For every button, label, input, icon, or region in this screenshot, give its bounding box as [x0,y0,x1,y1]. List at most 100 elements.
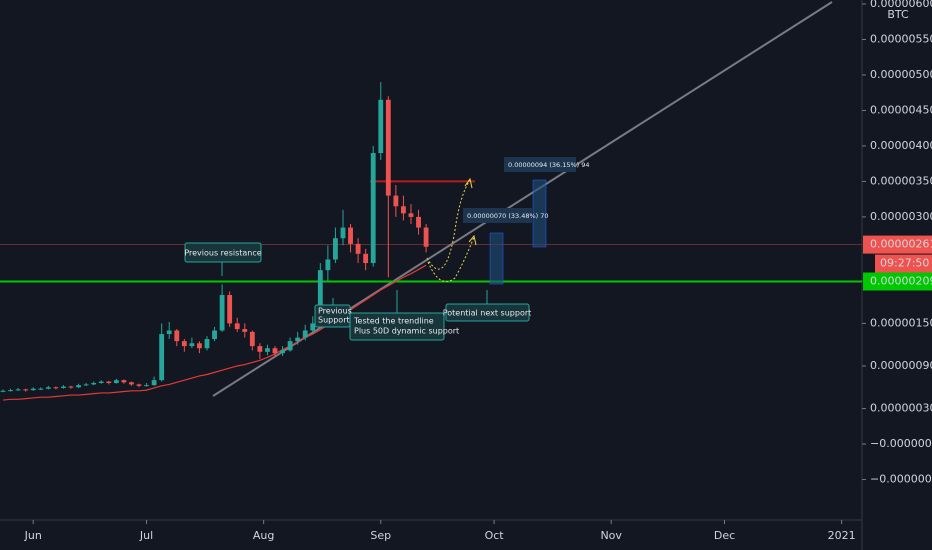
candle-body [166,330,172,335]
arrow-head [464,177,473,189]
candle-body [280,350,285,354]
candle-body [83,384,89,386]
candle-body [121,380,127,383]
candle-body [355,243,361,254]
candle-body [363,253,369,264]
y-tick-label: 0.00000090 [870,359,932,372]
candle-body [38,388,44,390]
measure-label-box [463,208,532,223]
y-tick-label: 0.00000300 [870,210,932,223]
y-tick-label: 0.00000450 [870,103,932,116]
candle-body [45,387,51,389]
candle-body [197,343,202,349]
candle-body [370,153,376,264]
price-tag [863,235,932,254]
candle-body [189,343,195,347]
x-tick-label: Aug [253,529,274,542]
callout [349,312,445,341]
callout-text: Previous [318,307,352,316]
candle-body [423,227,429,247]
trendline [212,1,833,397]
candle-body [287,341,293,351]
candle-body [219,294,225,331]
candle-body [401,206,406,214]
price-tag-label: 0.00000209 [870,275,932,288]
x-tick-label: Jul [139,529,153,542]
candle-body [408,213,414,217]
y-tick-label: 0.00000030 [870,402,932,415]
candle-body [76,385,81,388]
price-tag-label: 0.00000261 [870,238,932,251]
y-tick-label: −0.00000070 [870,473,932,486]
candle-body [325,259,331,271]
candle-body [181,341,187,347]
callout [445,303,530,322]
candle-body [257,346,263,352]
arrow-head [468,234,477,246]
x-tick-label: 2021 [828,529,856,542]
measure-label: 0.00000070 (33.48%) 70 [467,212,549,220]
candle-body [212,330,217,340]
candle-body [91,383,97,385]
y-tick-label: 0.00000400 [870,139,932,152]
callout-text: Tested the trendline [353,317,434,326]
candle-body [416,216,421,228]
y-tick-label: −0.00000020 [870,437,932,450]
measure-box [532,179,547,248]
candle-body [204,339,210,349]
candle-body [310,323,316,331]
candle-body [393,195,399,207]
candle-body [272,348,278,354]
candle-body [317,270,323,324]
callout-text: Support [318,316,350,325]
candle-body [129,382,134,385]
candle-body [340,227,346,239]
candle-body [136,384,142,386]
candle-body [249,331,255,347]
candle-body [302,330,308,338]
y-tick-label: 0.00000350 [870,174,932,187]
candle-body [144,385,149,387]
measure-label: 0.00000094 (36.15%) 94 [508,161,590,169]
callout-text: Plus 50D dynamic support [354,327,459,336]
projection-arrow [426,179,471,270]
countdown-tag [875,254,932,273]
x-tick-label: Jun [24,529,42,542]
candle-body [265,348,270,352]
candle-body [333,238,338,260]
y-tick-label: 0.00000150 [870,316,932,329]
candle-body [151,380,157,386]
candle-body [53,387,59,389]
price-tag [863,272,932,291]
callout-text: Previous resistance [184,249,261,258]
candle-body [242,329,248,332]
candle-body [385,99,391,196]
candle-body [378,99,384,154]
y-tick-label: 0.00000550 [870,32,932,45]
candle-body [174,330,180,342]
candle-body [159,334,165,381]
y-tick-label: 0.00000600 [870,0,932,10]
projection-arrow [427,236,475,282]
x-tick-label: Oct [485,529,505,542]
y-tick-label: 0.00000500 [870,68,932,81]
x-tick-label: Dec [714,529,735,542]
candle-body [0,390,6,392]
candle-body [295,337,301,342]
candle-body [15,389,21,391]
candle-body [8,390,13,392]
candle-body [30,388,36,391]
x-tick-label: Nov [600,529,622,542]
measure-label-box [504,157,576,172]
measure-box [489,232,504,285]
callout-text: Potential next support [443,309,532,318]
candle-body [106,381,112,384]
callout [184,242,262,263]
candle-body [98,381,104,384]
candle-body [23,389,29,391]
x-tick-label: Sep [370,529,391,542]
candle-body [234,323,240,330]
candle-body [68,386,74,388]
